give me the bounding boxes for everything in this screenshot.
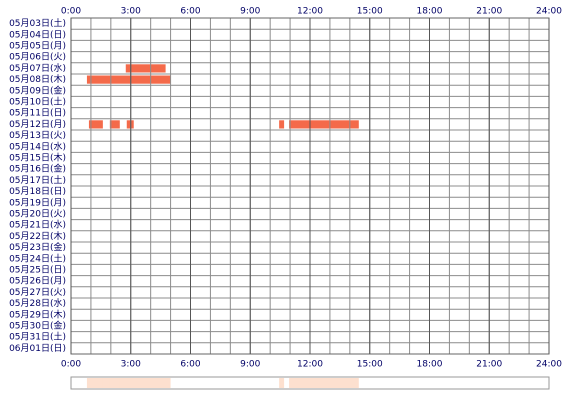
x-tick-label-bottom: 15:00	[357, 360, 383, 370]
row-label: 05月19日(月)	[9, 197, 66, 208]
summary-frame	[70, 376, 550, 390]
row-label: 05月04日(日)	[9, 29, 66, 40]
row-label: 05月25日(日)	[9, 265, 66, 276]
row-label: 05月31日(土)	[9, 331, 66, 343]
row-label: 05月21日(水)	[9, 219, 66, 231]
summary-bar	[289, 378, 359, 388]
x-tick-label-top: 9:00	[240, 7, 260, 17]
x-tick-label-top: 18:00	[417, 7, 443, 17]
summary-bar	[279, 378, 285, 388]
row-label: 05月12日(月)	[9, 119, 66, 130]
x-tick-label-top: 3:00	[121, 7, 141, 17]
row-label: 05月11日(日)	[9, 108, 66, 119]
x-tick-label-bottom: 0:00	[61, 360, 81, 370]
x-tick-label-bottom: 3:00	[121, 360, 141, 370]
x-tick-label-top: 21:00	[476, 7, 502, 17]
row-label: 05月22日(木)	[9, 230, 66, 242]
row-label: 05月27日(火)	[9, 287, 66, 298]
activity-bar	[88, 120, 103, 129]
x-tick-label-bottom: 6:00	[180, 360, 200, 370]
activity-bar	[289, 120, 359, 129]
activity-bar	[125, 64, 166, 73]
x-tick-label-bottom: 21:00	[476, 360, 502, 370]
x-tick-label-bottom: 18:00	[417, 360, 443, 370]
x-tick-label-bottom: 9:00	[240, 360, 260, 370]
row-label: 05月29日(木)	[9, 308, 66, 320]
row-label: 05月13日(火)	[9, 130, 66, 141]
row-label: 05月24日(土)	[9, 252, 66, 264]
row-label: 05月30日(金)	[9, 320, 66, 332]
row-label: 05月03日(土)	[9, 17, 66, 29]
activity-bar	[86, 75, 171, 84]
x-tick-label-top: 0:00	[61, 7, 81, 17]
row-label: 05月14日(水)	[9, 140, 66, 152]
x-tick-label-top: 12:00	[297, 7, 323, 17]
row-label: 05月18日(日)	[9, 186, 66, 197]
row-label: 05月07日(水)	[9, 62, 66, 74]
x-tick-label-bottom: 12:00	[297, 360, 323, 370]
activity-bar	[109, 120, 120, 129]
row-label: 05月08日(木)	[9, 73, 66, 85]
summary-bar	[126, 378, 134, 388]
row-label: 05月09日(金)	[9, 84, 66, 96]
row-label: 06月01日(日)	[9, 343, 66, 354]
x-tick-label-top: 6:00	[180, 7, 200, 17]
row-label: 05月05日(月)	[9, 41, 66, 52]
summary-bar	[88, 378, 103, 388]
row-label: 05月16日(金)	[9, 163, 66, 175]
row-label: 05月15日(木)	[9, 152, 66, 164]
activity-bar	[279, 120, 285, 129]
summary-bar	[109, 378, 120, 388]
row-label: 05月10日(土)	[9, 96, 66, 108]
x-tick-label-top: 15:00	[357, 7, 383, 17]
row-label: 05月26日(月)	[9, 276, 66, 287]
row-label: 05月17日(土)	[9, 174, 66, 186]
row-label: 05月06日(火)	[9, 52, 66, 63]
row-label: 05月23日(金)	[9, 241, 66, 253]
row-label: 05月20日(火)	[9, 209, 66, 220]
x-tick-label-top: 24:00	[536, 7, 562, 17]
x-tick-label-bottom: 24:00	[536, 360, 562, 370]
row-label: 05月28日(水)	[9, 297, 66, 309]
